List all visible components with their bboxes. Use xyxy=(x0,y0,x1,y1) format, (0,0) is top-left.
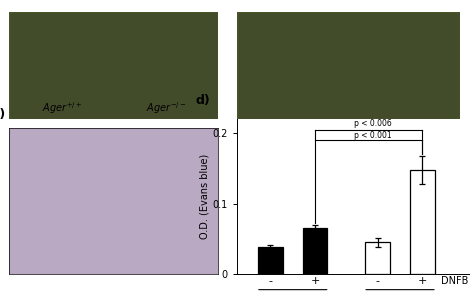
Text: +: + xyxy=(418,276,427,286)
Text: p < 0.006: p < 0.006 xyxy=(355,119,392,128)
Text: DNFB: DNFB xyxy=(441,276,469,286)
Text: p < 0.001: p < 0.001 xyxy=(355,131,392,140)
Bar xyxy=(303,228,328,274)
Text: -: - xyxy=(268,276,273,286)
Text: $Ager^{-/-}$: $Ager^{-/-}$ xyxy=(146,101,186,117)
Bar xyxy=(410,170,435,274)
Text: d): d) xyxy=(195,94,210,107)
Bar xyxy=(258,247,283,274)
Y-axis label: O.D. (Evans blue): O.D. (Evans blue) xyxy=(200,154,210,239)
Text: c): c) xyxy=(0,108,6,121)
Bar xyxy=(365,243,390,274)
Text: $Ager^{+/+}$: $Ager^{+/+}$ xyxy=(42,101,82,117)
Text: +: + xyxy=(310,276,320,286)
Text: -: - xyxy=(376,276,380,286)
